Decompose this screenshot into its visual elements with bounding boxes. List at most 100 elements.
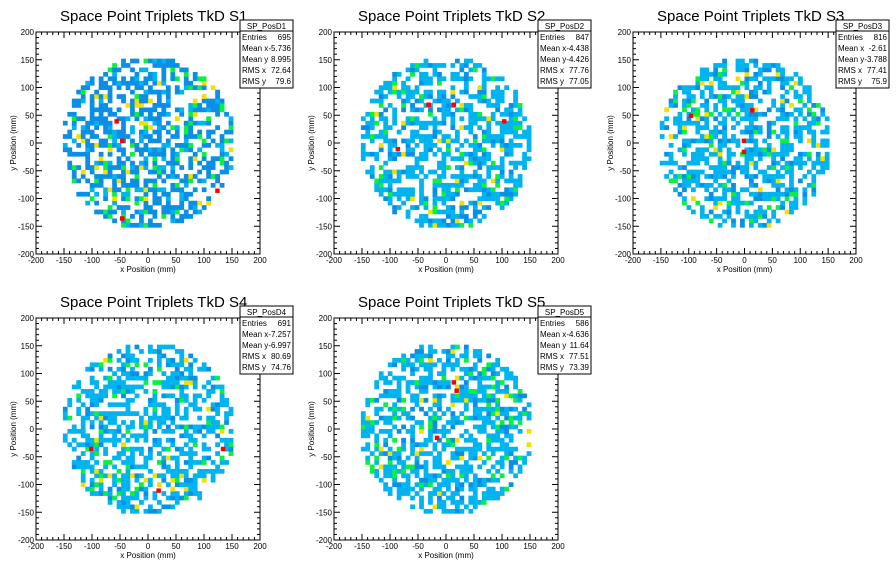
stats-value: 77.05: [569, 77, 590, 86]
heatmap-cell: [392, 464, 398, 470]
heatmap-cell: [224, 397, 229, 403]
heatmap-cell: [713, 151, 719, 157]
stats-value: 586: [576, 319, 590, 328]
heatmap-cell: [771, 151, 777, 157]
heatmap-cell: [130, 129, 135, 135]
panel-title: Space Point Triplets TkD S4: [60, 294, 247, 311]
heatmap-cell: [722, 116, 727, 122]
heatmap-cell: [744, 156, 750, 162]
heatmap-cell: [477, 424, 483, 430]
heatmap-cell: [76, 103, 82, 108]
heatmap-cell: [806, 151, 812, 157]
heatmap-cell: [215, 156, 220, 162]
heatmap-cell: [735, 111, 741, 117]
heatmap-cell: [71, 446, 77, 452]
heatmap-cell: [463, 80, 469, 86]
heatmap-cell: [690, 120, 696, 126]
heatmap-cell: [383, 380, 389, 385]
heatmap-cell: [143, 147, 149, 153]
heatmap-cell: [423, 151, 429, 157]
heatmap-cell: [107, 380, 113, 385]
heatmap-cell: [112, 138, 117, 144]
heatmap-cell: [441, 200, 447, 206]
heatmap-cell: [508, 468, 514, 474]
heatmap-cell: [396, 460, 402, 465]
heatmap-cell: [713, 94, 719, 99]
heatmap-cell: [775, 71, 781, 77]
heatmap-cell: [215, 433, 220, 439]
y-tick-label: 200: [319, 314, 333, 323]
heatmap-cell: [387, 486, 393, 492]
heatmap-cell: [152, 107, 158, 113]
heatmap-cell: [722, 143, 727, 148]
heatmap-cell: [215, 375, 220, 381]
heatmap-cell: [183, 67, 189, 73]
heatmap-cell: [387, 200, 393, 206]
heatmap-cell: [161, 191, 167, 197]
stats-label: RMS y: [540, 77, 564, 86]
heatmap-cell: [495, 174, 501, 179]
x-tick-label: -50: [114, 256, 126, 265]
heatmap-cell: [717, 71, 723, 77]
heatmap-cell: [450, 138, 456, 144]
heatmap-cell: [152, 508, 158, 514]
heatmap-cell: [784, 89, 790, 95]
heatmap-cell: [130, 58, 135, 64]
heatmap-cell: [112, 209, 117, 215]
heatmap-cell: [437, 80, 442, 86]
heatmap-cell: [744, 67, 750, 73]
heatmap-cell: [103, 209, 108, 215]
heatmap-cell: [753, 111, 759, 117]
heatmap-cell: [499, 89, 505, 95]
stats-value: 77.41: [867, 66, 888, 75]
heatmap-cell: [731, 200, 736, 206]
heatmap-cell: [504, 406, 510, 412]
heatmap-cell: [219, 134, 225, 139]
heatmap-cell: [686, 85, 692, 91]
heatmap-cell: [490, 143, 496, 148]
heatmap-cell: [94, 182, 100, 188]
heatmap-cell: [130, 182, 135, 188]
heatmap-cell: [748, 111, 754, 117]
heatmap-cell: [432, 218, 438, 224]
heatmap-cell: [410, 446, 415, 452]
heatmap-cell: [499, 424, 505, 430]
heatmap-cell: [789, 174, 794, 179]
heatmap-cell: [156, 129, 162, 135]
heatmap-cell: [784, 160, 790, 166]
heatmap-cell: [735, 143, 741, 148]
heatmap-cell: [486, 103, 492, 108]
heatmap-cell: [419, 63, 424, 68]
heatmap-cell: [419, 151, 424, 157]
heatmap-cell: [103, 120, 108, 126]
heatmap-cell: [459, 482, 465, 488]
heatmap-cell: [170, 442, 176, 448]
heatmap-cell: [775, 67, 781, 73]
heatmap-cell: [472, 397, 478, 403]
heatmap-cell: [472, 138, 478, 144]
heatmap-cell: [179, 353, 185, 359]
y-tick-label: -50: [22, 453, 34, 462]
heatmap-cell: [201, 473, 207, 479]
heatmap-cell: [513, 111, 518, 117]
heatmap-cell-max: [120, 216, 125, 221]
heatmap-cell: [206, 174, 212, 179]
heatmap-cell: [192, 460, 198, 465]
x-tick-label: -150: [653, 256, 670, 265]
heatmap-cell: [450, 353, 456, 359]
heatmap-cell: [820, 111, 826, 117]
heatmap-cell: [472, 94, 478, 99]
heatmap-cell: [94, 384, 100, 390]
heatmap-cell: [378, 165, 384, 170]
heatmap-cell: [174, 151, 180, 157]
heatmap-cell: [463, 349, 469, 354]
heatmap-cell: [495, 397, 501, 403]
heatmap-cell: [490, 178, 496, 184]
heatmap-cell: [793, 116, 799, 122]
heatmap-cell: [201, 477, 207, 483]
heatmap-cell: [396, 389, 402, 394]
heatmap-cell: [771, 147, 777, 153]
heatmap-cell: [183, 76, 189, 82]
heatmap-cell: [156, 169, 162, 175]
